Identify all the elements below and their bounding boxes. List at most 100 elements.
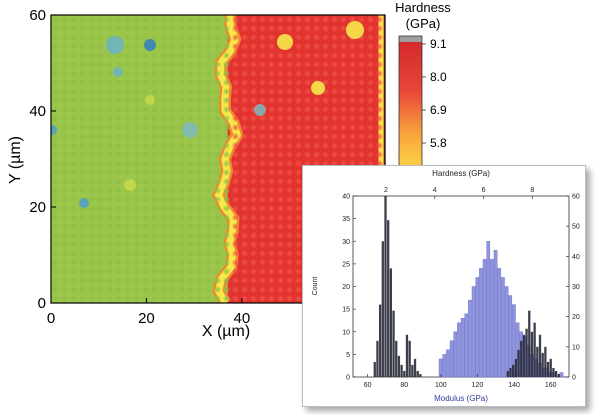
indent-dot — [141, 69, 150, 78]
indent-dot — [96, 240, 105, 249]
indent-dot — [105, 168, 114, 177]
indent-dot — [267, 78, 276, 87]
indent-dot — [222, 231, 231, 240]
hardness-bar — [552, 367, 555, 377]
indent-dot — [204, 33, 213, 42]
indent-dot — [231, 159, 240, 168]
indent-dot — [375, 78, 384, 87]
indent-dot — [321, 123, 330, 132]
indent-dot — [366, 96, 375, 105]
hardness-bar — [378, 304, 382, 377]
indent-dot — [96, 222, 105, 231]
indent-dot — [51, 186, 60, 195]
indent-dot — [213, 159, 222, 168]
indent-dot — [258, 87, 267, 96]
map-low-spot — [182, 122, 198, 138]
indent-dot — [195, 186, 204, 195]
indent-dot — [51, 105, 60, 114]
indent-dot — [177, 87, 186, 96]
indent-dot — [303, 132, 312, 141]
indent-dot — [240, 285, 249, 294]
indent-dot — [159, 78, 168, 87]
indent-dot — [312, 132, 321, 141]
hist-bottom-tick-label: 80 — [400, 382, 408, 389]
indent-dot — [231, 276, 240, 285]
indent-dot — [123, 15, 132, 24]
indent-dot — [78, 276, 87, 285]
indent-dot — [159, 150, 168, 159]
indent-dot — [285, 213, 294, 222]
indent-dot — [294, 276, 303, 285]
indent-dot — [285, 123, 294, 132]
hist-left-tick-label: 5 — [346, 352, 350, 359]
indent-dot — [105, 123, 114, 132]
indent-dot — [339, 123, 348, 132]
indent-dot — [357, 96, 366, 105]
indent-dot — [285, 258, 294, 267]
indent-dot — [168, 294, 177, 303]
indent-dot — [195, 258, 204, 267]
map-plot-frame — [50, 14, 386, 304]
indent-dot — [186, 78, 195, 87]
map-low-spot — [106, 36, 124, 54]
indent-dot — [105, 15, 114, 24]
indent-dot — [186, 51, 195, 60]
indent-dot — [249, 186, 258, 195]
indent-dot — [69, 213, 78, 222]
indent-dot — [204, 177, 213, 186]
indent-dot — [96, 213, 105, 222]
indent-dot — [60, 78, 69, 87]
indent-dot — [267, 222, 276, 231]
indent-dot — [105, 87, 114, 96]
indent-dot — [60, 159, 69, 168]
indent-dot — [348, 69, 357, 78]
indent-dot — [339, 78, 348, 87]
indent-dot — [105, 222, 114, 231]
indent-dot — [141, 294, 150, 303]
indent-dot — [69, 105, 78, 114]
indent-dot — [375, 69, 384, 78]
indent-dot — [249, 177, 258, 186]
indent-dot — [222, 78, 231, 87]
indent-dot — [60, 87, 69, 96]
indent-dot — [159, 123, 168, 132]
indent-dot — [159, 87, 168, 96]
modulus-bar — [442, 354, 447, 378]
indent-dot — [186, 24, 195, 33]
indent-dot — [240, 267, 249, 276]
indent-dot — [123, 159, 132, 168]
indent-dot — [231, 123, 240, 132]
indent-dot — [159, 42, 168, 51]
indent-dot — [294, 114, 303, 123]
indent-dot — [267, 150, 276, 159]
indent-dot — [222, 51, 231, 60]
indent-dot — [123, 78, 132, 87]
indent-dot — [249, 141, 258, 150]
indent-dot — [357, 78, 366, 87]
indent-dot — [222, 258, 231, 267]
indent-dot — [123, 60, 132, 69]
indent-dot — [177, 24, 186, 33]
indent-dot — [276, 168, 285, 177]
indent-dot — [141, 177, 150, 186]
indent-dot — [159, 159, 168, 168]
indent-dot — [87, 60, 96, 69]
indent-dot — [204, 213, 213, 222]
indent-dot — [69, 96, 78, 105]
colorbar-tick-label: 5.8 — [430, 136, 447, 150]
indent-dot — [78, 267, 87, 276]
indent-dot — [105, 105, 114, 114]
indent-dot — [258, 240, 267, 249]
indent-dot — [249, 60, 258, 69]
indent-dot — [150, 258, 159, 267]
indent-dot — [240, 177, 249, 186]
indent-dot — [384, 36, 385, 39]
indent-dot — [240, 69, 249, 78]
indent-dot — [258, 159, 267, 168]
hardness-bar — [416, 370, 419, 377]
indent-dot — [78, 114, 87, 123]
indent-dot — [186, 105, 195, 114]
indent-dot — [87, 231, 96, 240]
indent-dot — [186, 114, 195, 123]
hist-right-tick-label: 60 — [572, 194, 580, 201]
